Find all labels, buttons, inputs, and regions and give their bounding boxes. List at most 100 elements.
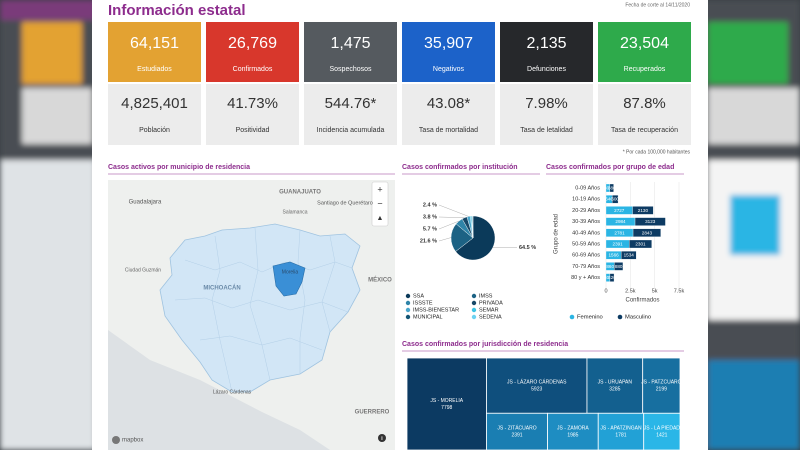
map-label: Ciudad Guzmán xyxy=(125,267,161,273)
legend-label: Masculino xyxy=(625,315,651,321)
treemap-value: 1781 xyxy=(615,432,626,438)
map-label: Santiago de Querétaro xyxy=(317,200,373,206)
bar-segment xyxy=(629,239,652,249)
treemap-label: JS - ZAMORA xyxy=(557,425,589,431)
mapbox-logo xyxy=(112,436,120,444)
indicator-value: 4,825,401 xyxy=(121,95,188,112)
x-axis-label: Confirmados xyxy=(625,298,659,304)
info-icon: i xyxy=(381,436,383,442)
treemap-value: 7798 xyxy=(441,405,452,411)
indicator-label: Tasa de recuperación xyxy=(611,127,678,134)
pie-label: 5.7 % xyxy=(423,226,437,232)
stat-label: Negativos xyxy=(433,66,465,73)
bar-value-label: 860 xyxy=(606,264,614,269)
footnote: * Por cada 100,000 habitantes xyxy=(623,149,691,155)
indicator-box xyxy=(304,84,397,145)
y-tick-label: 40-49 Años xyxy=(572,230,600,236)
bar-value-label: 2843 xyxy=(642,230,653,235)
stat-value: 1,475 xyxy=(330,35,370,52)
legend-swatch xyxy=(405,307,411,313)
section-title: Casos confirmados por grupo de edad xyxy=(546,164,674,171)
pie-label: 2.4 % xyxy=(423,202,437,208)
bar-value-label: 420 xyxy=(608,275,616,280)
bar-segment xyxy=(632,206,654,215)
bar-value-label: 640 xyxy=(605,197,613,202)
zoom-controls[interactable] xyxy=(371,181,389,227)
pie-label: 21.6 % xyxy=(420,238,437,244)
bar-segment xyxy=(634,217,666,226)
stat-cards: 64,151 Estudiados 4,825,401 Población 26,769… xyxy=(108,22,691,145)
zoom-in[interactable]: + xyxy=(377,184,382,194)
stat-value: 35,907 xyxy=(424,35,473,52)
legend-label: ISSSTE xyxy=(413,300,433,306)
treemap-label: JS - URUAPAN xyxy=(598,379,633,385)
compass[interactable]: ▲ xyxy=(377,215,384,222)
stat-label: Defunciones xyxy=(527,66,566,73)
bar-value-label: 2727 xyxy=(614,208,625,213)
pie-leader xyxy=(438,220,459,230)
y-tick-label: 60-69 Años xyxy=(572,253,600,259)
legend-swatch xyxy=(471,300,477,306)
indicator-label: Población xyxy=(139,127,170,134)
stat-tile xyxy=(402,22,495,82)
x-tick-label: 2.5k xyxy=(625,288,636,294)
bar-value-label: 1566 xyxy=(609,253,620,258)
indicator-box xyxy=(598,84,691,145)
stat-label: Recuperados xyxy=(624,66,666,73)
x-tick-label: 5k xyxy=(652,288,658,294)
treemap-cell xyxy=(586,357,644,414)
indicator-box xyxy=(206,84,299,145)
indicator-label: Positividad xyxy=(236,127,270,134)
treemap-value: 3285 xyxy=(609,386,620,392)
treemap-label: JS - LA PIEDAD xyxy=(644,425,681,431)
legend-swatch xyxy=(617,314,623,320)
map-label: GUERRERO xyxy=(355,410,390,416)
map-label: GUANAJUATO xyxy=(279,190,321,196)
bar-segment xyxy=(612,195,619,204)
legend-label: SEMAR xyxy=(479,307,499,313)
indicator-value: 43.08* xyxy=(427,95,471,112)
legend-label: IMSS xyxy=(479,293,493,299)
treemap-value: 1985 xyxy=(567,432,578,438)
treemap-value: 1421 xyxy=(656,432,667,438)
pie-leader xyxy=(438,237,452,242)
bar-value-label: 2301 xyxy=(635,242,646,247)
bar-value-label: 1534 xyxy=(624,253,635,258)
indicator-value: 544.76* xyxy=(325,95,377,112)
bar-value-label: 2130 xyxy=(638,208,649,213)
map: + − ▲ i GUANAJUATO Guadalajara Santiago de… xyxy=(108,180,395,450)
stat-label: Estudiados xyxy=(137,66,172,73)
info-button[interactable] xyxy=(378,434,386,442)
legend-label: MUNICIPAL xyxy=(413,314,443,320)
bar-value-label: 880 xyxy=(615,264,623,269)
zoom-out[interactable]: − xyxy=(377,198,382,208)
treemap-cell xyxy=(597,412,645,450)
map-label: Morelia xyxy=(282,269,299,275)
page-title: Información estatal xyxy=(108,2,246,19)
indicator-value: 7.98% xyxy=(525,95,568,112)
bar-segment xyxy=(632,228,661,237)
stat-value: 23,504 xyxy=(620,35,669,52)
y-tick-label: 70-79 Años xyxy=(572,264,600,270)
stat-tile xyxy=(598,22,691,82)
legend-swatch xyxy=(405,314,411,320)
map-label: Lázaro Cárdenas xyxy=(213,389,252,395)
legend-swatch xyxy=(405,300,411,306)
stat-value: 26,769 xyxy=(228,35,277,52)
y-tick-label: 20-29 Años xyxy=(572,208,600,214)
y-tick-label: 0-09 Años xyxy=(575,185,600,191)
treemap-cell xyxy=(547,412,599,450)
treemap-label: JS - APATZINGAN xyxy=(600,425,642,431)
map-label: MICHOACÁN xyxy=(203,285,240,292)
stat-tile xyxy=(500,22,593,82)
indicator-label: Incidencia acumulada xyxy=(317,127,385,134)
indicator-value: 87.8% xyxy=(623,95,666,112)
bar-value-label: 2391 xyxy=(613,242,624,247)
section-title: Casos activos por municipio de residenci… xyxy=(108,164,250,171)
bar-value-label: 3123 xyxy=(645,219,656,224)
charts: Casos confirmados por institución 64.5 % 2… xyxy=(402,164,684,450)
legend-label: IMSS-BIENESTAR xyxy=(413,307,459,313)
indicator-value: 41.73% xyxy=(227,95,278,112)
